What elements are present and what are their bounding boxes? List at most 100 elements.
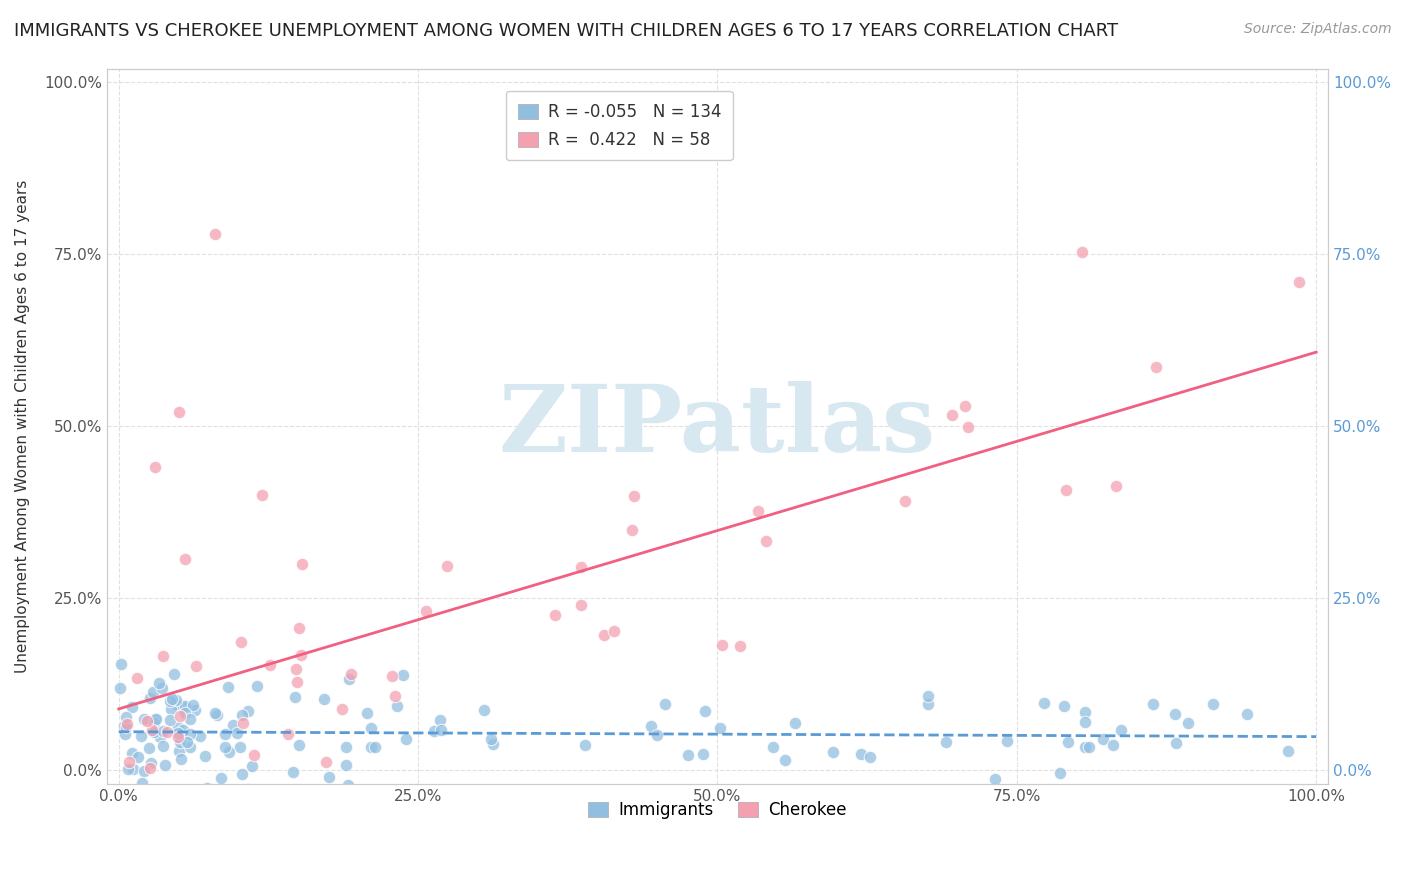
Point bbox=[170, 752, 193, 766]
Point bbox=[1049, 766, 1071, 780]
Point bbox=[422, 724, 444, 739]
Point bbox=[229, 635, 252, 649]
Point bbox=[360, 721, 382, 735]
Point bbox=[229, 739, 252, 754]
Point bbox=[243, 747, 266, 762]
Point bbox=[153, 757, 176, 772]
Point bbox=[953, 399, 976, 413]
Point bbox=[755, 534, 778, 549]
Point bbox=[1202, 697, 1225, 711]
Point bbox=[152, 649, 174, 664]
Point bbox=[115, 710, 138, 724]
Point bbox=[184, 659, 207, 673]
Point bbox=[232, 715, 254, 730]
Point bbox=[143, 725, 166, 739]
Point bbox=[172, 698, 194, 713]
Point bbox=[337, 779, 360, 793]
Point bbox=[111, 783, 134, 797]
Point bbox=[1078, 739, 1101, 754]
Point bbox=[281, 765, 304, 780]
Point bbox=[429, 713, 451, 727]
Point bbox=[1073, 739, 1095, 754]
Point bbox=[159, 694, 181, 708]
Point bbox=[1277, 744, 1299, 758]
Point bbox=[253, 783, 276, 797]
Point bbox=[156, 724, 179, 739]
Point bbox=[1101, 738, 1123, 752]
Point bbox=[1177, 716, 1199, 731]
Point bbox=[1074, 714, 1097, 729]
Point bbox=[1164, 706, 1187, 721]
Point bbox=[121, 746, 143, 760]
Point bbox=[935, 734, 957, 748]
Point bbox=[134, 712, 156, 726]
Legend: Immigrants, Cherokee: Immigrants, Cherokee bbox=[582, 794, 853, 825]
Point bbox=[179, 739, 201, 754]
Point bbox=[142, 685, 165, 699]
Point bbox=[160, 692, 183, 706]
Point bbox=[132, 764, 155, 779]
Point bbox=[218, 745, 240, 759]
Point bbox=[217, 681, 239, 695]
Point bbox=[941, 409, 963, 423]
Point bbox=[1144, 360, 1167, 375]
Point bbox=[139, 761, 162, 775]
Point bbox=[315, 756, 337, 770]
Point bbox=[246, 680, 269, 694]
Point bbox=[983, 772, 1005, 786]
Point bbox=[429, 723, 451, 738]
Point bbox=[167, 744, 190, 758]
Point bbox=[226, 726, 249, 740]
Point bbox=[335, 758, 357, 772]
Point bbox=[574, 738, 596, 752]
Point bbox=[165, 697, 187, 711]
Point bbox=[259, 658, 281, 673]
Point bbox=[285, 662, 308, 676]
Point bbox=[330, 701, 353, 715]
Point bbox=[917, 689, 939, 703]
Point bbox=[166, 783, 188, 797]
Point bbox=[592, 628, 614, 642]
Point bbox=[710, 638, 733, 652]
Point bbox=[1288, 276, 1310, 290]
Point bbox=[569, 598, 592, 612]
Point bbox=[125, 671, 148, 685]
Point bbox=[288, 738, 311, 752]
Point bbox=[356, 706, 378, 720]
Point bbox=[364, 740, 387, 755]
Point bbox=[678, 747, 700, 762]
Point bbox=[773, 753, 796, 767]
Point bbox=[194, 748, 217, 763]
Point bbox=[917, 697, 939, 711]
Point bbox=[121, 762, 143, 776]
Point bbox=[149, 731, 172, 745]
Point bbox=[1054, 483, 1077, 498]
Point bbox=[263, 783, 285, 797]
Point bbox=[1092, 731, 1115, 746]
Point bbox=[479, 731, 502, 746]
Point bbox=[167, 730, 190, 744]
Point bbox=[392, 667, 415, 681]
Point bbox=[482, 737, 505, 751]
Point bbox=[176, 734, 198, 748]
Y-axis label: Unemployment Among Women with Children Ages 6 to 17 years: Unemployment Among Women with Children A… bbox=[15, 179, 30, 673]
Point bbox=[783, 715, 806, 730]
Point bbox=[159, 714, 181, 728]
Point bbox=[108, 681, 131, 695]
Point bbox=[381, 669, 404, 683]
Point bbox=[205, 708, 228, 723]
Point bbox=[214, 727, 236, 741]
Point bbox=[143, 460, 166, 475]
Point bbox=[1053, 698, 1076, 713]
Point bbox=[209, 771, 232, 785]
Point bbox=[131, 775, 153, 789]
Point bbox=[603, 624, 626, 638]
Point bbox=[623, 489, 645, 503]
Point bbox=[188, 729, 211, 743]
Point bbox=[204, 706, 226, 721]
Point bbox=[277, 727, 299, 741]
Point bbox=[166, 726, 188, 740]
Point bbox=[957, 420, 980, 434]
Point bbox=[174, 551, 197, 566]
Point bbox=[152, 739, 174, 754]
